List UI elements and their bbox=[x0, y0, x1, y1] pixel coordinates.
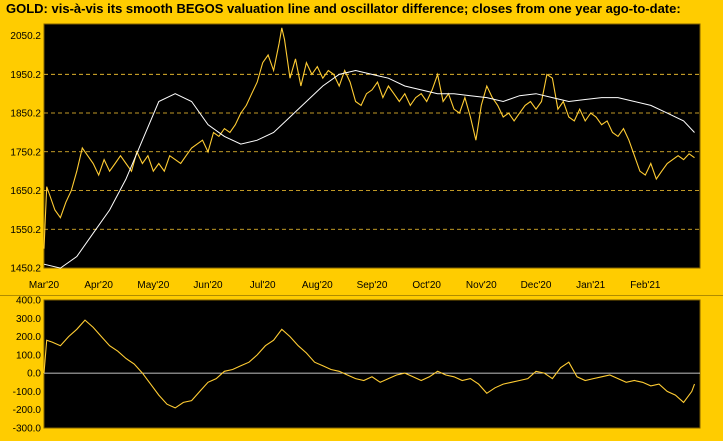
oscillator-line bbox=[43, 319, 696, 409]
price-x-tick-label: Feb'21 bbox=[630, 280, 661, 291]
price-y-tick-label: 1950.2 bbox=[10, 70, 41, 81]
oscillator-y-tick-label: -200.0 bbox=[13, 405, 42, 416]
oscillator-plot-area bbox=[43, 299, 701, 429]
price-y-tick-label: 2050.2 bbox=[10, 31, 41, 42]
price-x-tick-label: Jul'20 bbox=[250, 280, 276, 291]
oscillator-y-tick-label: -100.0 bbox=[13, 387, 42, 398]
price-x-tick-label: Mar'20 bbox=[29, 280, 60, 291]
oscillator-y-tick-label: 0.0 bbox=[27, 369, 41, 380]
price-series bbox=[43, 27, 695, 269]
price-plot-area bbox=[43, 23, 701, 269]
price-x-tick-label: Jan'21 bbox=[576, 280, 606, 291]
price-x-tick-label: Oct'20 bbox=[412, 280, 441, 291]
price-y-tick-label: 1850.2 bbox=[10, 109, 41, 120]
price-x-tick-label: Nov'20 bbox=[466, 280, 497, 291]
oscillator-y-tick-label: 300.0 bbox=[16, 314, 41, 325]
price-y-tick-label: 1450.2 bbox=[10, 264, 41, 275]
price-x-tick-label: Aug'20 bbox=[302, 280, 333, 291]
oscillator-y-tick-label: 400.0 bbox=[16, 296, 41, 307]
price-y-tick-label: 1550.2 bbox=[10, 225, 41, 236]
price-y-tick-label: 1750.2 bbox=[10, 147, 41, 158]
chart-title: GOLD: vis-à-vis its smooth BEGOS valuati… bbox=[6, 1, 681, 16]
valuation-line bbox=[43, 69, 695, 269]
oscillator-y-tick-label: 200.0 bbox=[16, 332, 41, 343]
price-y-tick-label: 1650.2 bbox=[10, 186, 41, 197]
price-x-tick-label: Jun'20 bbox=[193, 280, 223, 291]
price-x-tick-label: Sep'20 bbox=[357, 280, 388, 291]
price-x-tick-label: Apr'20 bbox=[84, 280, 113, 291]
price-x-tick-label: Dec'20 bbox=[521, 280, 552, 291]
oscillator-y-tick-label: -300.0 bbox=[13, 424, 42, 435]
price-x-axis: Mar'20 Apr'20 May'20 Jun'20 Jul'20 Aug'20 Sep'… bbox=[29, 280, 661, 291]
oscillator-y-tick-label: 100.0 bbox=[16, 350, 41, 361]
oscillator-y-axis: 400.0 300.0 200.0 100.0 0.0 -100.0 -200.0 -300.… bbox=[13, 296, 42, 435]
price-y-axis: 2050.2 1950.2 1850.2 1750.2 1650.2 1550.2 1450… bbox=[10, 31, 41, 274]
price-x-tick-label: May'20 bbox=[137, 280, 169, 291]
panel-separator bbox=[0, 295, 723, 296]
price-line bbox=[43, 27, 695, 249]
oscillator-series bbox=[43, 319, 696, 409]
